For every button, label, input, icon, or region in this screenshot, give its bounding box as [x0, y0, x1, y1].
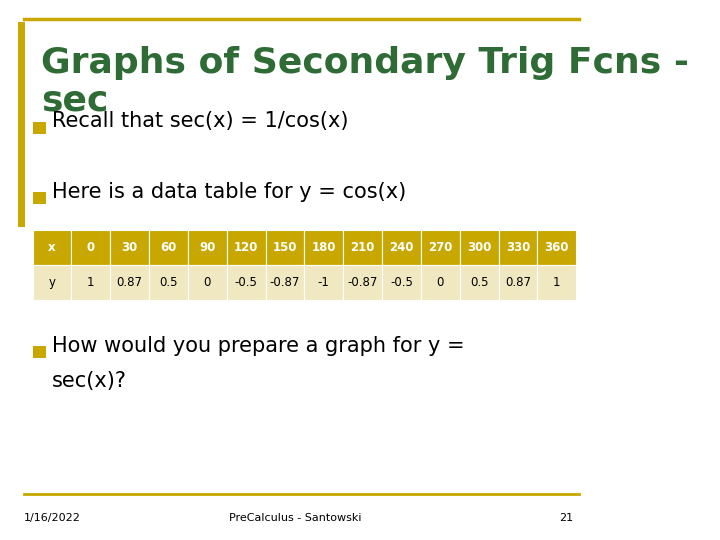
- Text: 240: 240: [390, 240, 414, 254]
- Text: 0.5: 0.5: [470, 275, 488, 289]
- FancyBboxPatch shape: [18, 22, 25, 227]
- Text: 0: 0: [204, 275, 211, 289]
- Text: 60: 60: [161, 240, 176, 254]
- Text: 120: 120: [234, 240, 258, 254]
- FancyBboxPatch shape: [420, 230, 459, 265]
- Text: 0: 0: [86, 240, 95, 254]
- Text: 180: 180: [312, 240, 336, 254]
- FancyBboxPatch shape: [537, 230, 576, 265]
- FancyBboxPatch shape: [149, 265, 188, 300]
- FancyBboxPatch shape: [149, 230, 188, 265]
- FancyBboxPatch shape: [32, 122, 45, 134]
- FancyBboxPatch shape: [382, 230, 420, 265]
- Text: 30: 30: [122, 240, 138, 254]
- Text: PreCalculus - Santowski: PreCalculus - Santowski: [229, 514, 361, 523]
- FancyBboxPatch shape: [71, 230, 110, 265]
- Text: Recall that sec(x) = 1/cos(x): Recall that sec(x) = 1/cos(x): [52, 111, 348, 132]
- FancyBboxPatch shape: [498, 230, 537, 265]
- FancyBboxPatch shape: [71, 265, 110, 300]
- FancyBboxPatch shape: [343, 265, 382, 300]
- FancyBboxPatch shape: [459, 265, 498, 300]
- FancyBboxPatch shape: [32, 192, 45, 204]
- Text: How would you prepare a graph for y =: How would you prepare a graph for y =: [52, 335, 464, 356]
- Text: 1/16/2022: 1/16/2022: [24, 514, 81, 523]
- Text: 1: 1: [553, 275, 560, 289]
- Text: 90: 90: [199, 240, 215, 254]
- FancyBboxPatch shape: [110, 265, 149, 300]
- Text: 0.5: 0.5: [159, 275, 178, 289]
- FancyBboxPatch shape: [227, 265, 266, 300]
- FancyBboxPatch shape: [420, 265, 459, 300]
- Text: y: y: [48, 275, 55, 289]
- FancyBboxPatch shape: [188, 230, 227, 265]
- FancyBboxPatch shape: [188, 265, 227, 300]
- Text: 150: 150: [273, 240, 297, 254]
- Text: 0.87: 0.87: [117, 275, 143, 289]
- Text: 0: 0: [436, 275, 444, 289]
- FancyBboxPatch shape: [537, 265, 576, 300]
- FancyBboxPatch shape: [32, 265, 71, 300]
- Text: -0.87: -0.87: [270, 275, 300, 289]
- Text: -0.5: -0.5: [235, 275, 258, 289]
- Text: 210: 210: [351, 240, 375, 254]
- Text: sec: sec: [41, 84, 109, 118]
- Text: 1: 1: [87, 275, 94, 289]
- FancyBboxPatch shape: [459, 230, 498, 265]
- FancyBboxPatch shape: [305, 230, 343, 265]
- Text: 270: 270: [428, 240, 452, 254]
- Text: 0.87: 0.87: [505, 275, 531, 289]
- Text: Graphs of Secondary Trig Fcns -: Graphs of Secondary Trig Fcns -: [41, 46, 689, 80]
- FancyBboxPatch shape: [305, 265, 343, 300]
- Text: Here is a data table for y = cos(x): Here is a data table for y = cos(x): [52, 181, 406, 202]
- FancyBboxPatch shape: [498, 265, 537, 300]
- Text: 21: 21: [559, 514, 573, 523]
- Text: -1: -1: [318, 275, 330, 289]
- Text: 330: 330: [505, 240, 530, 254]
- FancyBboxPatch shape: [110, 230, 149, 265]
- FancyBboxPatch shape: [32, 346, 45, 358]
- Text: 360: 360: [544, 240, 569, 254]
- Text: 300: 300: [467, 240, 491, 254]
- FancyBboxPatch shape: [343, 230, 382, 265]
- Text: -0.87: -0.87: [347, 275, 378, 289]
- FancyBboxPatch shape: [382, 265, 420, 300]
- FancyBboxPatch shape: [227, 230, 266, 265]
- Text: -0.5: -0.5: [390, 275, 413, 289]
- FancyBboxPatch shape: [266, 265, 305, 300]
- Text: x: x: [48, 240, 55, 254]
- FancyBboxPatch shape: [266, 230, 305, 265]
- FancyBboxPatch shape: [32, 230, 71, 265]
- Text: sec(x)?: sec(x)?: [52, 370, 127, 391]
